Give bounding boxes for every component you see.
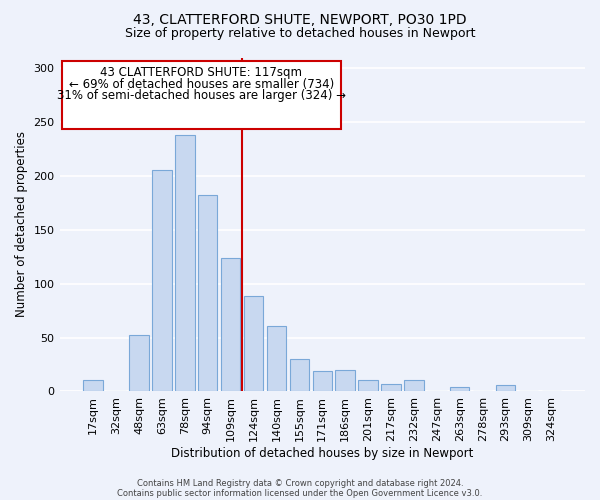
Text: 43 CLATTERFORD SHUTE: 117sqm: 43 CLATTERFORD SHUTE: 117sqm	[100, 66, 302, 79]
Bar	[244, 296, 263, 392]
Bar	[290, 359, 309, 392]
Bar	[313, 371, 332, 392]
Text: ← 69% of detached houses are smaller (734): ← 69% of detached houses are smaller (73…	[69, 78, 334, 90]
Text: Size of property relative to detached houses in Newport: Size of property relative to detached ho…	[125, 28, 475, 40]
Bar	[381, 384, 401, 392]
Bar	[496, 385, 515, 392]
Bar	[129, 336, 149, 392]
FancyBboxPatch shape	[62, 61, 341, 130]
Bar	[267, 326, 286, 392]
X-axis label: Distribution of detached houses by size in Newport: Distribution of detached houses by size …	[171, 447, 473, 460]
Bar	[175, 135, 194, 392]
Bar	[335, 370, 355, 392]
Text: Contains public sector information licensed under the Open Government Licence v3: Contains public sector information licen…	[118, 488, 482, 498]
Text: 31% of semi-detached houses are larger (324) →: 31% of semi-detached houses are larger (…	[57, 89, 346, 102]
Bar	[450, 387, 469, 392]
Bar	[83, 380, 103, 392]
Text: 43, CLATTERFORD SHUTE, NEWPORT, PO30 1PD: 43, CLATTERFORD SHUTE, NEWPORT, PO30 1PD	[133, 12, 467, 26]
Bar	[404, 380, 424, 392]
Bar	[152, 170, 172, 392]
Text: Contains HM Land Registry data © Crown copyright and database right 2024.: Contains HM Land Registry data © Crown c…	[137, 478, 463, 488]
Bar	[221, 258, 241, 392]
Y-axis label: Number of detached properties: Number of detached properties	[15, 132, 28, 318]
Bar	[198, 196, 217, 392]
Bar	[358, 380, 378, 392]
